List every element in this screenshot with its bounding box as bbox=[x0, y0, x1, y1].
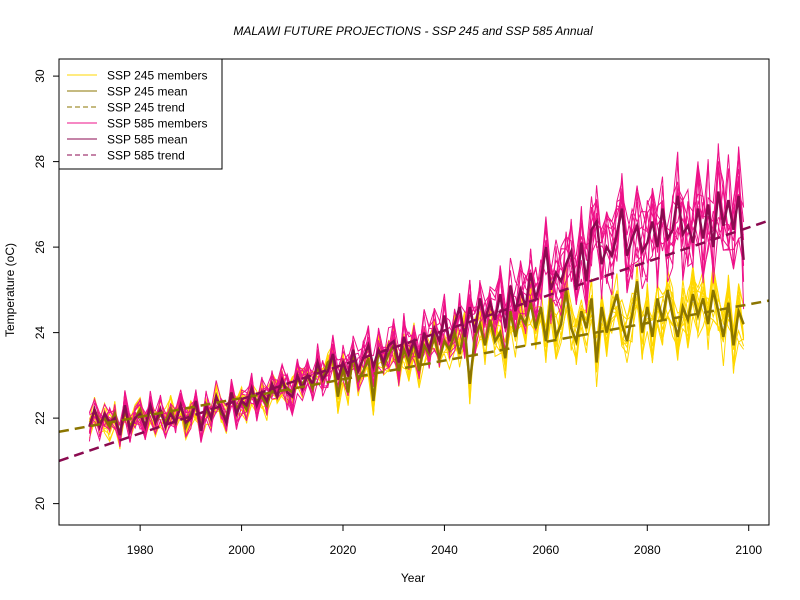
y-tick-label: 24 bbox=[33, 326, 47, 340]
y-tick-label: 28 bbox=[33, 155, 47, 169]
ssp245-trend-line bbox=[59, 299, 769, 434]
legend-label: SSP 245 mean bbox=[107, 85, 188, 99]
y-tick-label: 20 bbox=[33, 497, 47, 511]
x-tick-label: 2080 bbox=[634, 543, 661, 557]
y-tick-label: 30 bbox=[33, 69, 47, 83]
legend-label: SSP 585 members bbox=[107, 117, 208, 131]
x-axis-ticks: 1980 2000 2020 2040 2060 2080 2100 bbox=[127, 525, 762, 557]
x-tick-label: 2000 bbox=[228, 543, 255, 557]
legend-box bbox=[58, 58, 223, 170]
trends-group bbox=[59, 219, 769, 463]
x-tick-label: 2100 bbox=[735, 543, 762, 557]
ssp585-mean-line bbox=[88, 191, 745, 436]
x-axis-label: Year bbox=[401, 571, 425, 585]
plot-frame bbox=[58, 58, 770, 526]
legend-label: SSP 585 trend bbox=[107, 149, 185, 163]
ssp585-member-line bbox=[89, 164, 745, 443]
means-group bbox=[88, 191, 745, 436]
x-tick-label: 2040 bbox=[431, 543, 458, 557]
x-tick-label: 1980 bbox=[127, 543, 154, 557]
legend-label: SSP 245 trend bbox=[107, 101, 185, 115]
ssp585-trend-line bbox=[59, 219, 769, 463]
x-tick-label: 2060 bbox=[533, 543, 560, 557]
x-tick-label: 2020 bbox=[330, 543, 357, 557]
legend-label: SSP 245 members bbox=[107, 69, 208, 83]
y-axis-ticks: 20 22 24 26 28 30 bbox=[33, 69, 59, 510]
chart-title: MALAWI FUTURE PROJECTIONS - SSP 245 and … bbox=[233, 24, 593, 38]
legend: SSP 245 members SSP 245 mean SSP 245 trend… bbox=[58, 58, 223, 170]
y-tick-label: 22 bbox=[33, 411, 47, 425]
y-axis-label: Temperature (oC) bbox=[3, 243, 17, 337]
y-tick-label: 26 bbox=[33, 240, 47, 254]
legend-label: SSP 585 mean bbox=[107, 133, 188, 147]
